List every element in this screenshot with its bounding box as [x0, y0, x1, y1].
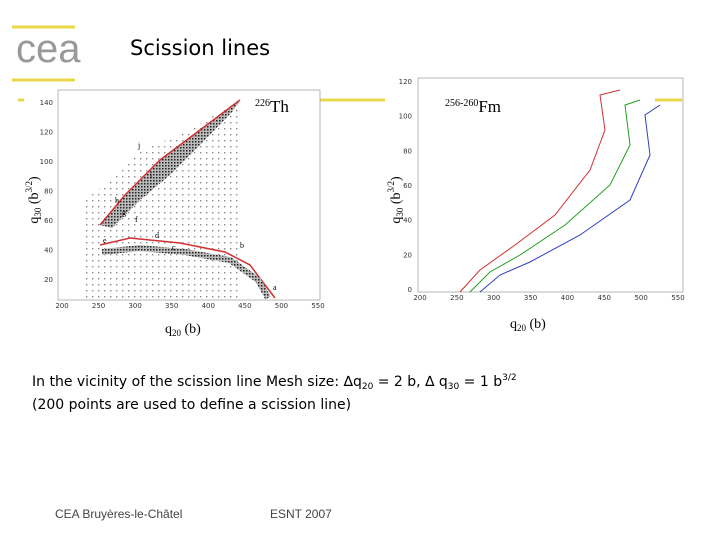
point-label: h [115, 196, 119, 205]
plot-frame [417, 77, 684, 293]
nucleus: 226Th [255, 97, 289, 116]
fusion-band [101, 244, 271, 300]
point-label: j [137, 141, 140, 150]
point-label: e [103, 236, 107, 245]
mass-number: 256-260 [445, 98, 478, 109]
x-tick-label: 500 [634, 294, 647, 302]
nucleus: 256-260Fm [445, 97, 501, 116]
x-tick-label: 400 [202, 302, 215, 310]
q: q [510, 317, 517, 332]
x-tick-label: 300 [128, 302, 141, 310]
x-tick-label: 450 [598, 294, 611, 302]
point-label: a [273, 283, 277, 292]
sub: 20 [517, 323, 527, 333]
y-tick-label: 100 [399, 113, 412, 121]
fission-band [100, 100, 240, 228]
x-tick-label: 250 [450, 294, 463, 302]
q: q [389, 217, 404, 224]
x-tick-label: 450 [238, 302, 251, 310]
x-tick-label: 300 [487, 294, 500, 302]
y-tick-label: 120 [399, 78, 412, 86]
point-label: g [122, 208, 126, 217]
q: q [165, 322, 172, 337]
text: = 1 b [459, 374, 502, 390]
unit: (b [27, 193, 42, 208]
close: ) [27, 176, 42, 181]
sub: 30 [33, 207, 43, 217]
y-axis-label: q30 (b3/2) [24, 176, 43, 224]
grid-dots [85, 100, 240, 300]
sup: 3/2 [24, 181, 34, 193]
element: Th [270, 97, 289, 116]
y-tick-label: 60 [44, 217, 53, 225]
text: In the vicinity of the scission line Mes… [32, 374, 362, 390]
body-line: (200 points are used to define a scissio… [32, 397, 351, 413]
y-tick-label: 40 [44, 247, 53, 255]
sup: 3/2 [502, 373, 516, 383]
x-tick-label: 550 [311, 302, 324, 310]
text: = 2 b, ∆ q [373, 374, 447, 390]
y-tick-label: 80 [44, 188, 53, 196]
y-tick-label: 140 [40, 99, 53, 107]
y-tick-label: 20 [403, 251, 412, 259]
footer-center: ESNT 2007 [270, 507, 332, 521]
element: Fm [478, 97, 501, 116]
close: ) [389, 176, 404, 181]
y-tick-label: 100 [40, 158, 53, 166]
q: q [27, 217, 42, 224]
unit: (b [389, 193, 404, 208]
y-tick-label: 80 [403, 147, 412, 155]
y-tick-label: 20 [44, 276, 53, 284]
point-label: i [150, 171, 153, 180]
x-tick-label: 500 [275, 302, 288, 310]
x-tick-label: 350 [165, 302, 178, 310]
unit: (b) [181, 322, 201, 337]
body-line: In the vicinity of the scission line Mes… [32, 373, 517, 392]
x-tick-label: 200 [413, 294, 426, 302]
sub: 30 [448, 382, 460, 392]
y-tick-label: 40 [403, 217, 412, 225]
point-label: d [155, 231, 159, 240]
y-tick-label: 0 [408, 286, 412, 294]
scission-line [99, 237, 276, 299]
x-tick-label: 250 [92, 302, 105, 310]
sup: 3/2 [386, 181, 396, 193]
point-label: f [135, 215, 138, 224]
x-axis-label: q20 (b) [510, 317, 546, 333]
sub: 20 [362, 382, 374, 392]
x-tick-label: 350 [524, 294, 537, 302]
sub: 20 [172, 328, 182, 338]
sub: 30 [395, 207, 405, 217]
point-label: b [240, 241, 244, 250]
blue-curve [479, 104, 661, 293]
scission-line [99, 99, 241, 226]
x-tick-label: 550 [671, 294, 684, 302]
y-tick-label: 120 [40, 129, 53, 137]
x-axis-label: q20 (b) [165, 322, 201, 338]
y-tick-label: 60 [403, 182, 412, 190]
footer-left: CEA Bruyères-le-Châtel [55, 507, 182, 521]
logo: cea [16, 27, 81, 71]
red-curve [459, 89, 621, 293]
slide-title: Scission lines [130, 36, 270, 60]
x-tick-label: 200 [55, 302, 68, 310]
mass-number: 226 [255, 98, 270, 109]
point-label: c [172, 243, 176, 252]
x-tick-label: 400 [561, 294, 574, 302]
unit: (b) [526, 317, 546, 332]
green-curve [469, 99, 641, 293]
y-axis-label: q30 (b3/2) [386, 176, 405, 224]
